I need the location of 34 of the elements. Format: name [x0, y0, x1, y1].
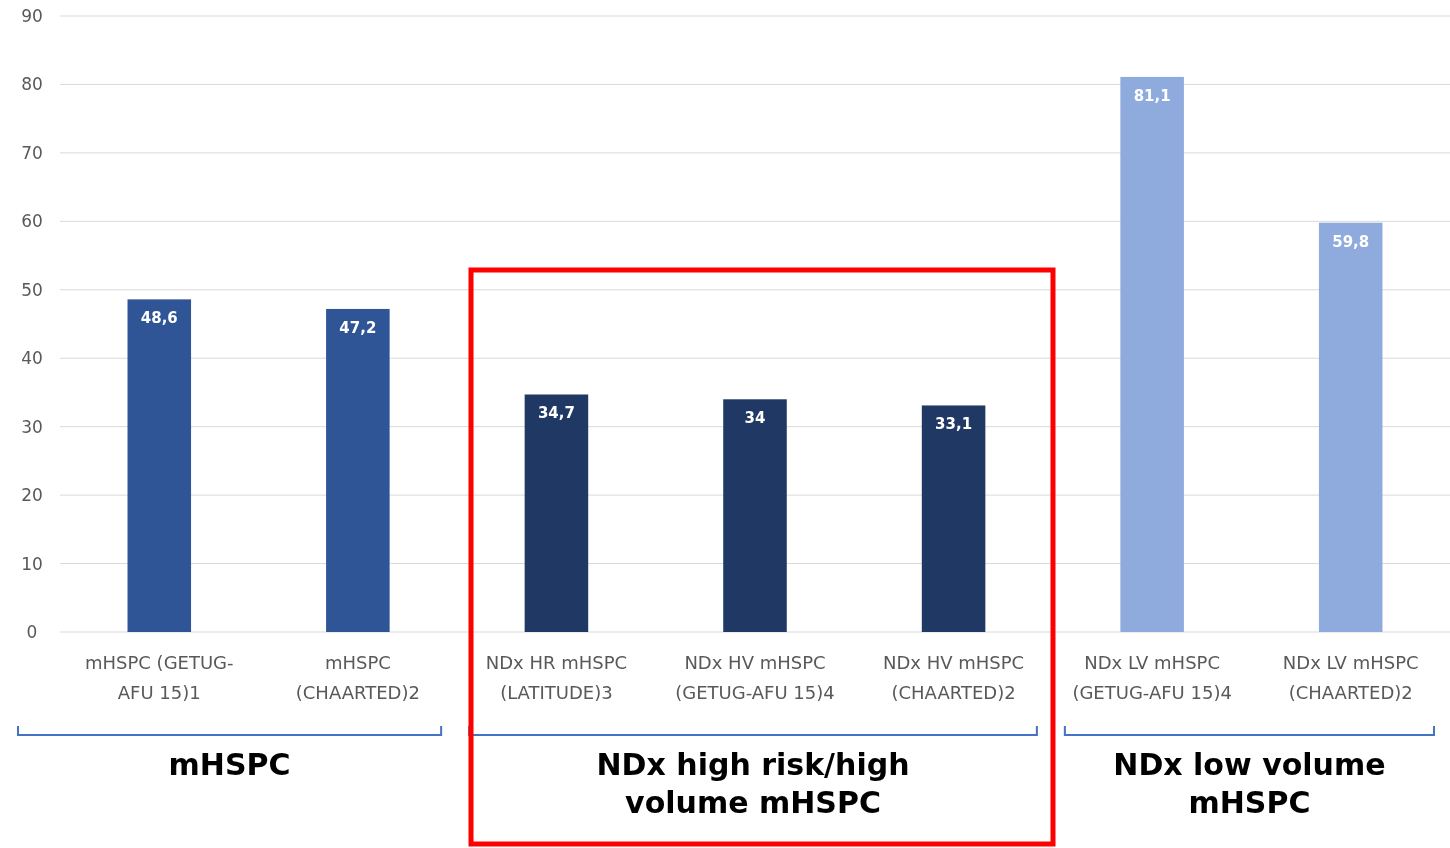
data-label: 81,1	[1133, 86, 1171, 105]
y-tick-label: 30	[21, 416, 43, 437]
bar	[1318, 222, 1383, 632]
data-label: 34	[744, 409, 766, 428]
y-tick-label: 40	[21, 348, 43, 369]
x-tick-label: NDx LV mHSPC (CHAARTED)2	[1282, 652, 1419, 703]
y-tick-label: 20	[21, 485, 43, 506]
y-tick-label: 80	[21, 74, 43, 95]
x-tick-label: NDx HR mHSPC (LATITUDE)3	[485, 652, 628, 703]
y-tick-label: 0	[26, 622, 38, 642]
text: NDx low volume mHSPC	[1113, 747, 1386, 820]
bar	[524, 394, 589, 632]
bar	[723, 399, 787, 632]
text: mHSPC	[168, 747, 291, 782]
data-label: 59,8	[1332, 232, 1370, 251]
y-tick-label: 10	[21, 553, 43, 574]
bar	[1120, 76, 1184, 632]
y-tick-label: 60	[21, 211, 43, 232]
bar	[326, 308, 390, 632]
x-tick-label: NDx HV mHSPC (GETUG-AFU 15)4	[675, 652, 835, 703]
x-tick-label: NDx LV mHSPC (GETUG-AFU 15)4	[1072, 652, 1232, 703]
text: NDx high risk/high volume mHSPC	[596, 747, 910, 820]
data-label: 48,6	[140, 309, 178, 328]
y-tick-label: 90	[21, 6, 43, 26]
bar	[127, 299, 192, 632]
x-tick-label: NDx HV mHSPC (CHAARTED)2	[882, 652, 1025, 703]
data-label: 33,1	[935, 415, 973, 434]
y-tick-label: 70	[21, 142, 43, 163]
y-tick-label: 50	[21, 279, 43, 300]
x-tick-label: mHSPC (CHAARTED)2	[295, 652, 420, 703]
data-label: 47,2	[339, 318, 377, 337]
bar	[921, 405, 986, 632]
x-tick-label: mHSPC (GETUG-AFU 15)1	[84, 652, 234, 703]
data-label: 34,7	[537, 404, 575, 423]
